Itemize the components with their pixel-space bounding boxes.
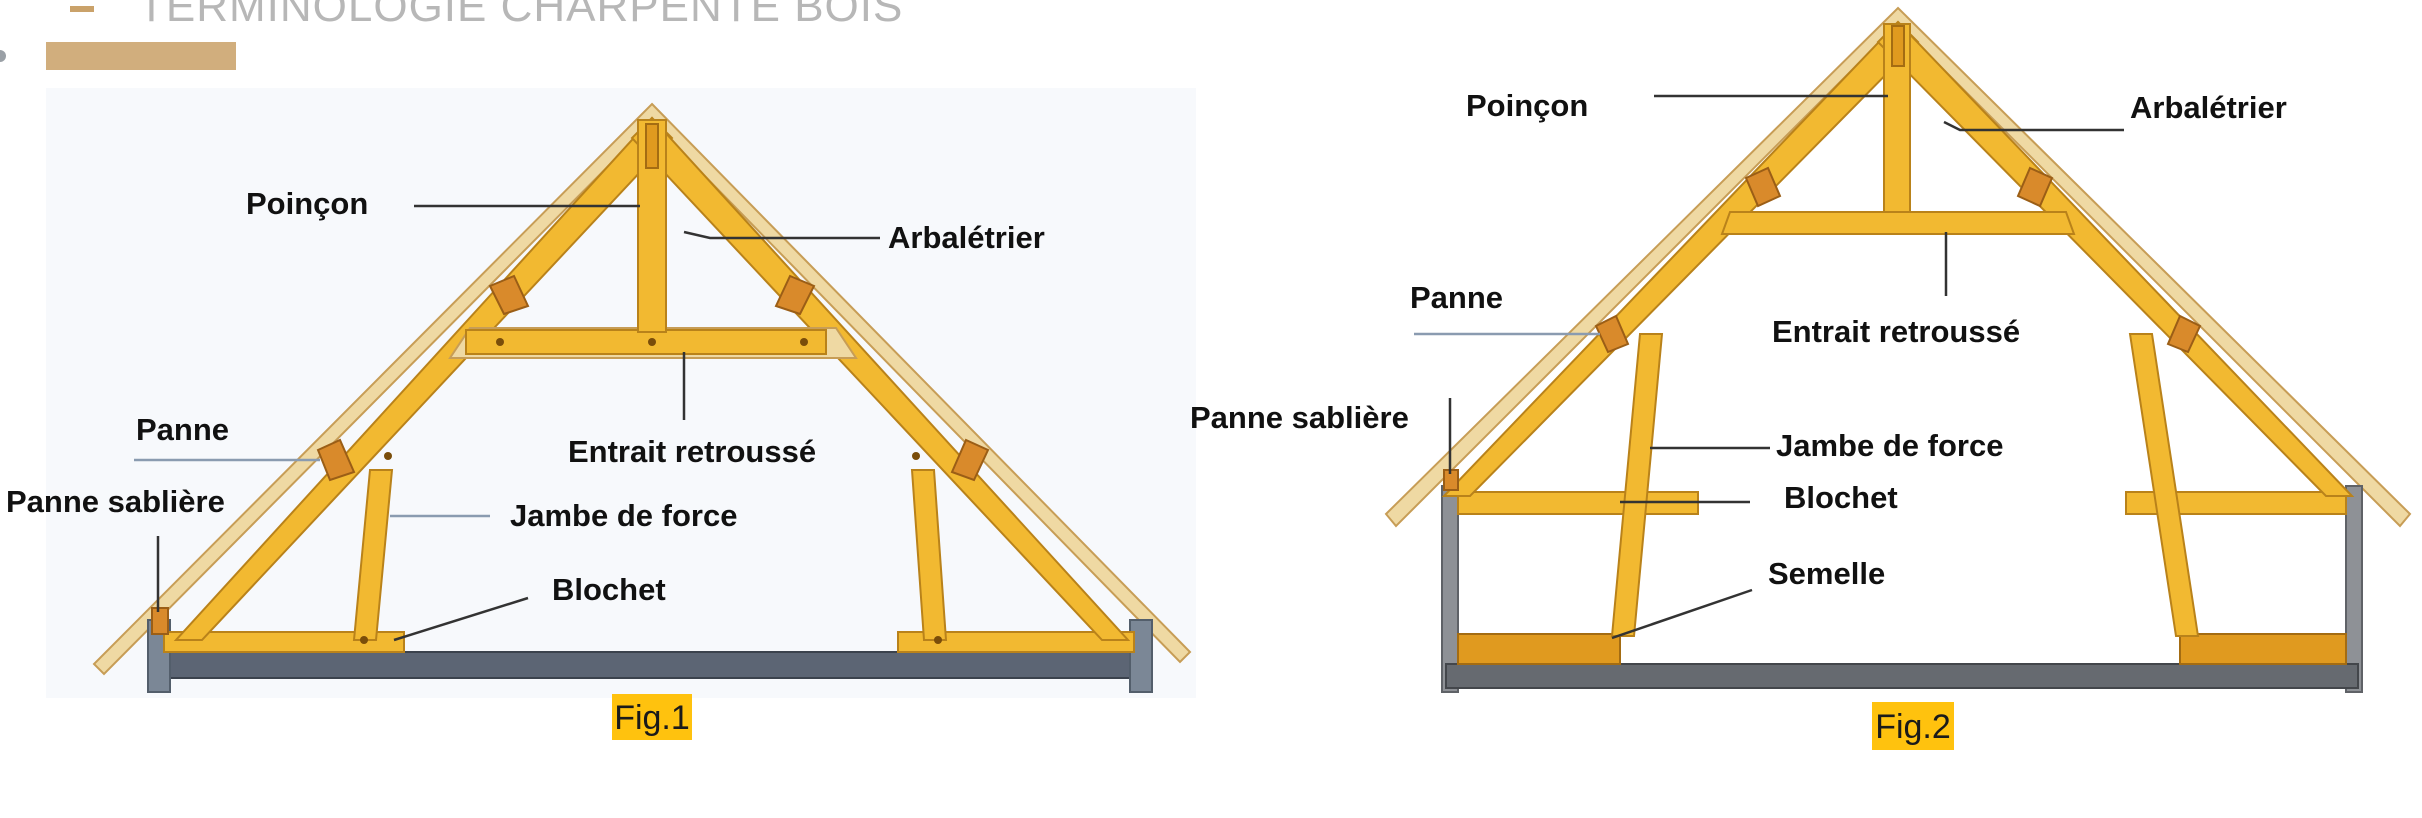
fig1-peg — [912, 452, 920, 460]
fig1-diagram: Poinçon Arbalétrier Entrait retroussé Pa… — [6, 88, 1196, 740]
slide-title: TERMINOLOGIE CHARPENTE BOIS — [138, 0, 904, 31]
fig1-label-arbaletrier: Arbalétrier — [888, 220, 1045, 255]
fig2-label-panne: Panne — [1410, 280, 1503, 315]
fig1-right-wall — [1129, 619, 1153, 693]
fig1-panne-upper-left — [488, 274, 530, 316]
fig2-floor-beam — [1445, 663, 2359, 689]
fig1-caption-highlight — [612, 694, 692, 740]
fig1-leader-blochet — [393, 596, 529, 642]
fig2-leader-arbaletrier — [1943, 120, 2124, 132]
fig2-caption: Fig.2 — [1875, 708, 1951, 746]
fig2-label-blochet: Blochet — [1784, 480, 1898, 515]
fig1-blochet-left — [163, 631, 405, 653]
fig2-panne-right — [2166, 314, 2202, 354]
fig2-diagram: Poinçon Arbalétrier Entrait retroussé Pa… — [1190, 6, 2416, 750]
fig2-label-poincon: Poinçon — [1466, 88, 1588, 123]
fig1-caption: Fig.1 — [614, 699, 690, 737]
fig1-poincon-head — [645, 123, 659, 169]
fig1-leader-arbaletrier — [683, 230, 880, 240]
fig1-label-entrait: Entrait retroussé — [568, 434, 816, 469]
fig1-entrait — [465, 329, 827, 355]
fig1-label-panne: Panne — [136, 412, 229, 447]
fig2-poincon-head — [1891, 25, 1905, 67]
fig2-left-wall — [1441, 485, 1459, 693]
fig2-panne-upper-left — [1744, 166, 1782, 208]
fig2-panne-left — [1594, 314, 1630, 354]
fig2-entrait — [1720, 211, 2076, 235]
fig2-jambe-left — [1610, 333, 1664, 637]
fig2-panne-upper-right — [2016, 166, 2054, 208]
fig1-label-sabliere: Panne sablière — [6, 484, 225, 519]
fig1-label-jambe: Jambe de force — [510, 498, 737, 533]
header-bullet — [70, 6, 94, 12]
fig1-peg — [384, 452, 392, 460]
fig2-leader-semelle — [1611, 588, 1753, 640]
fig1-peg — [648, 338, 656, 346]
slide-edge-dot — [0, 50, 6, 62]
fig1-panne-left — [316, 438, 356, 482]
fig2-label-arbaletrier: Arbalétrier — [2130, 90, 2287, 125]
fig2-right-wall — [2345, 485, 2363, 693]
fig1-wall-top-beam — [151, 651, 1149, 679]
fig1-jambe-right — [910, 469, 948, 641]
fig2-caption-highlight — [1872, 702, 1954, 750]
fig1-peg — [496, 338, 504, 346]
fig1-peg — [934, 636, 942, 644]
fig1-label-poincon: Poinçon — [246, 186, 368, 221]
fig1-panne-upper-right — [774, 274, 816, 316]
fig1-blochet-right — [897, 631, 1135, 653]
fig1-jambe-left — [352, 469, 394, 641]
fig1-peg — [800, 338, 808, 346]
fig2-jambe-right — [2128, 333, 2200, 637]
fig2-label-sabliere: Panne sablière — [1190, 400, 1409, 435]
fig1-label-blochet: Blochet — [552, 572, 666, 607]
fig1-panne-right — [950, 438, 990, 482]
fig1-peg — [360, 636, 368, 644]
fig2-semelle-left — [1457, 633, 1621, 665]
fig2-blochet-right — [2125, 491, 2347, 515]
fig2-label-semelle: Semelle — [1768, 556, 1885, 591]
fig2-label-entrait: Entrait retroussé — [1772, 314, 2020, 349]
fig2-label-jambe: Jambe de force — [1776, 428, 2003, 463]
fig1-sabliere-block — [151, 607, 169, 635]
fig2-semelle-right — [2179, 633, 2347, 665]
header-accent-bar — [46, 42, 236, 70]
